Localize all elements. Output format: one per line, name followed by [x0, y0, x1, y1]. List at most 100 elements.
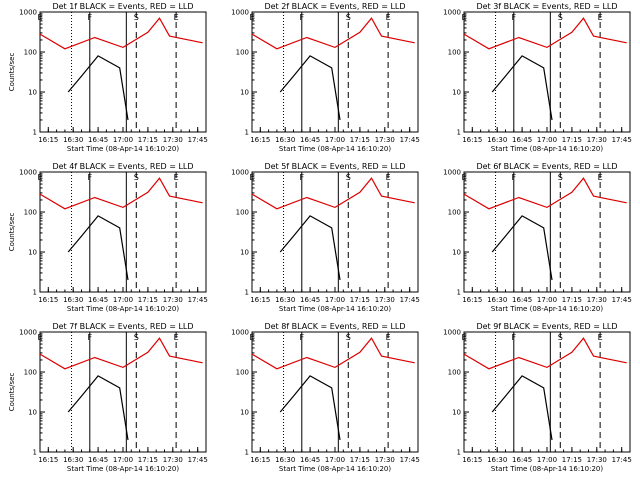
x-tick-label: 16:30 [63, 296, 83, 304]
marker-label: E [598, 13, 603, 22]
marker-label: F [299, 333, 304, 342]
x-tick-label: 17:45 [188, 456, 208, 464]
plot-frame [463, 11, 631, 133]
x-tick-label: 16:15 [38, 456, 58, 464]
events-series-line [279, 215, 341, 281]
x-tick-label: 16:15 [38, 296, 58, 304]
marker-label: E [461, 173, 466, 182]
x-axis-label: Start Time (08-Apr-14 16:10:20) [67, 465, 179, 473]
marker-label: E [249, 13, 254, 22]
panel-title: Det 9f BLACK = Events, RED = LLD [476, 322, 617, 331]
x-tick-label: 17:45 [400, 296, 420, 304]
lld-series-line [463, 177, 627, 210]
x-tick-label: 17:45 [400, 456, 420, 464]
y-tick-label: 10 [28, 409, 37, 417]
x-tick-label: 16:30 [487, 456, 507, 464]
marker-label: E [249, 173, 254, 182]
marker-label: E [37, 13, 42, 22]
panel-7: Det 7f BLACK = Events, RED = LLD 1 10 100 10… [8, 322, 208, 473]
y-tick-label: 100 [448, 369, 461, 377]
y-tick-label: 1 [245, 129, 249, 137]
x-tick-label: 17:00 [325, 456, 345, 464]
y-tick-label: 1000 [231, 169, 249, 177]
y-tick-label: 10 [452, 409, 461, 417]
x-tick-label: 17:30 [587, 456, 607, 464]
x-tick-label: 16:45 [88, 296, 108, 304]
y-tick-label: 1000 [231, 9, 249, 17]
y-axis-label: Counts/sec [8, 373, 16, 412]
marker-label: E [598, 173, 603, 182]
x-tick-label: 16:15 [250, 296, 270, 304]
marker-label: E [386, 173, 391, 182]
x-tick-label: 16:15 [462, 456, 482, 464]
x-tick-label: 17:45 [612, 296, 632, 304]
x-tick-label: 16:30 [487, 296, 507, 304]
lld-series-line [39, 177, 203, 210]
x-tick-label: 17:00 [325, 136, 345, 144]
events-series-line [67, 55, 129, 121]
x-tick-label: 17:15 [562, 296, 582, 304]
x-tick-label: 17:00 [537, 456, 557, 464]
y-tick-label: 1 [245, 449, 249, 457]
plot-frame [251, 171, 419, 293]
x-tick-label: 17:15 [138, 136, 158, 144]
marker-label: F [299, 13, 304, 22]
marker-label: S [134, 173, 139, 182]
y-tick-label: 1 [33, 129, 37, 137]
x-tick-label: 16:15 [250, 456, 270, 464]
marker-label: S [558, 13, 563, 22]
x-tick-label: 17:15 [562, 136, 582, 144]
marker-label: S [346, 333, 351, 342]
plot-frame [251, 331, 419, 453]
panel-title: Det 8f BLACK = Events, RED = LLD [264, 322, 405, 331]
marker-label: E [249, 333, 254, 342]
y-tick-label: 1000 [443, 329, 461, 337]
y-tick-label: 100 [24, 369, 37, 377]
x-tick-label: 17:30 [163, 136, 183, 144]
lld-series-line [251, 177, 415, 210]
x-tick-label: 17:15 [138, 296, 158, 304]
x-axis-label: Start Time (08-Apr-14 16:10:20) [491, 305, 603, 313]
y-tick-label: 100 [448, 49, 461, 57]
panel-title: Det 3f BLACK = Events, RED = LLD [476, 2, 617, 11]
x-tick-label: 16:45 [300, 456, 320, 464]
x-tick-label: 16:30 [487, 136, 507, 144]
y-tick-label: 1000 [231, 329, 249, 337]
x-tick-label: 17:00 [537, 136, 557, 144]
panel-title: Det 4f BLACK = Events, RED = LLD [52, 162, 193, 171]
y-tick-label: 10 [28, 89, 37, 97]
x-tick-label: 16:15 [462, 296, 482, 304]
panel-title: Det 6f BLACK = Events, RED = LLD [476, 162, 617, 171]
panel-6: Det 6f BLACK = Events, RED = LLD 1 10 100 10… [443, 162, 632, 313]
x-tick-label: 16:45 [88, 456, 108, 464]
lld-series-line [251, 17, 415, 50]
lld-series-line [463, 337, 627, 370]
x-tick-label: 17:45 [400, 136, 420, 144]
x-axis-label: Start Time (08-Apr-14 16:10:20) [491, 145, 603, 153]
plot-frame [463, 331, 631, 453]
marker-label: F [511, 173, 516, 182]
marker-label: E [386, 333, 391, 342]
panel-5: Det 5f BLACK = Events, RED = LLD 1 10 100 10… [231, 162, 420, 313]
marker-label: F [299, 173, 304, 182]
x-tick-label: 17:30 [587, 296, 607, 304]
panel-1: Det 1f BLACK = Events, RED = LLD 1 10 100 10… [8, 2, 208, 153]
y-tick-label: 10 [452, 89, 461, 97]
y-tick-label: 1 [33, 449, 37, 457]
events-series-line [67, 375, 129, 441]
marker-label: E [461, 13, 466, 22]
x-tick-label: 17:45 [612, 456, 632, 464]
x-tick-label: 16:15 [250, 136, 270, 144]
y-tick-label: 1 [457, 449, 461, 457]
y-tick-label: 10 [240, 409, 249, 417]
x-tick-label: 17:30 [163, 456, 183, 464]
x-tick-label: 17:45 [188, 296, 208, 304]
panel-2: Det 2f BLACK = Events, RED = LLD 1 10 100 10… [231, 2, 420, 153]
y-tick-label: 10 [240, 89, 249, 97]
y-tick-label: 1 [33, 289, 37, 297]
x-tick-label: 17:00 [113, 296, 133, 304]
x-tick-label: 17:30 [375, 296, 395, 304]
x-axis-label: Start Time (08-Apr-14 16:10:20) [279, 305, 391, 313]
y-tick-label: 10 [28, 249, 37, 257]
